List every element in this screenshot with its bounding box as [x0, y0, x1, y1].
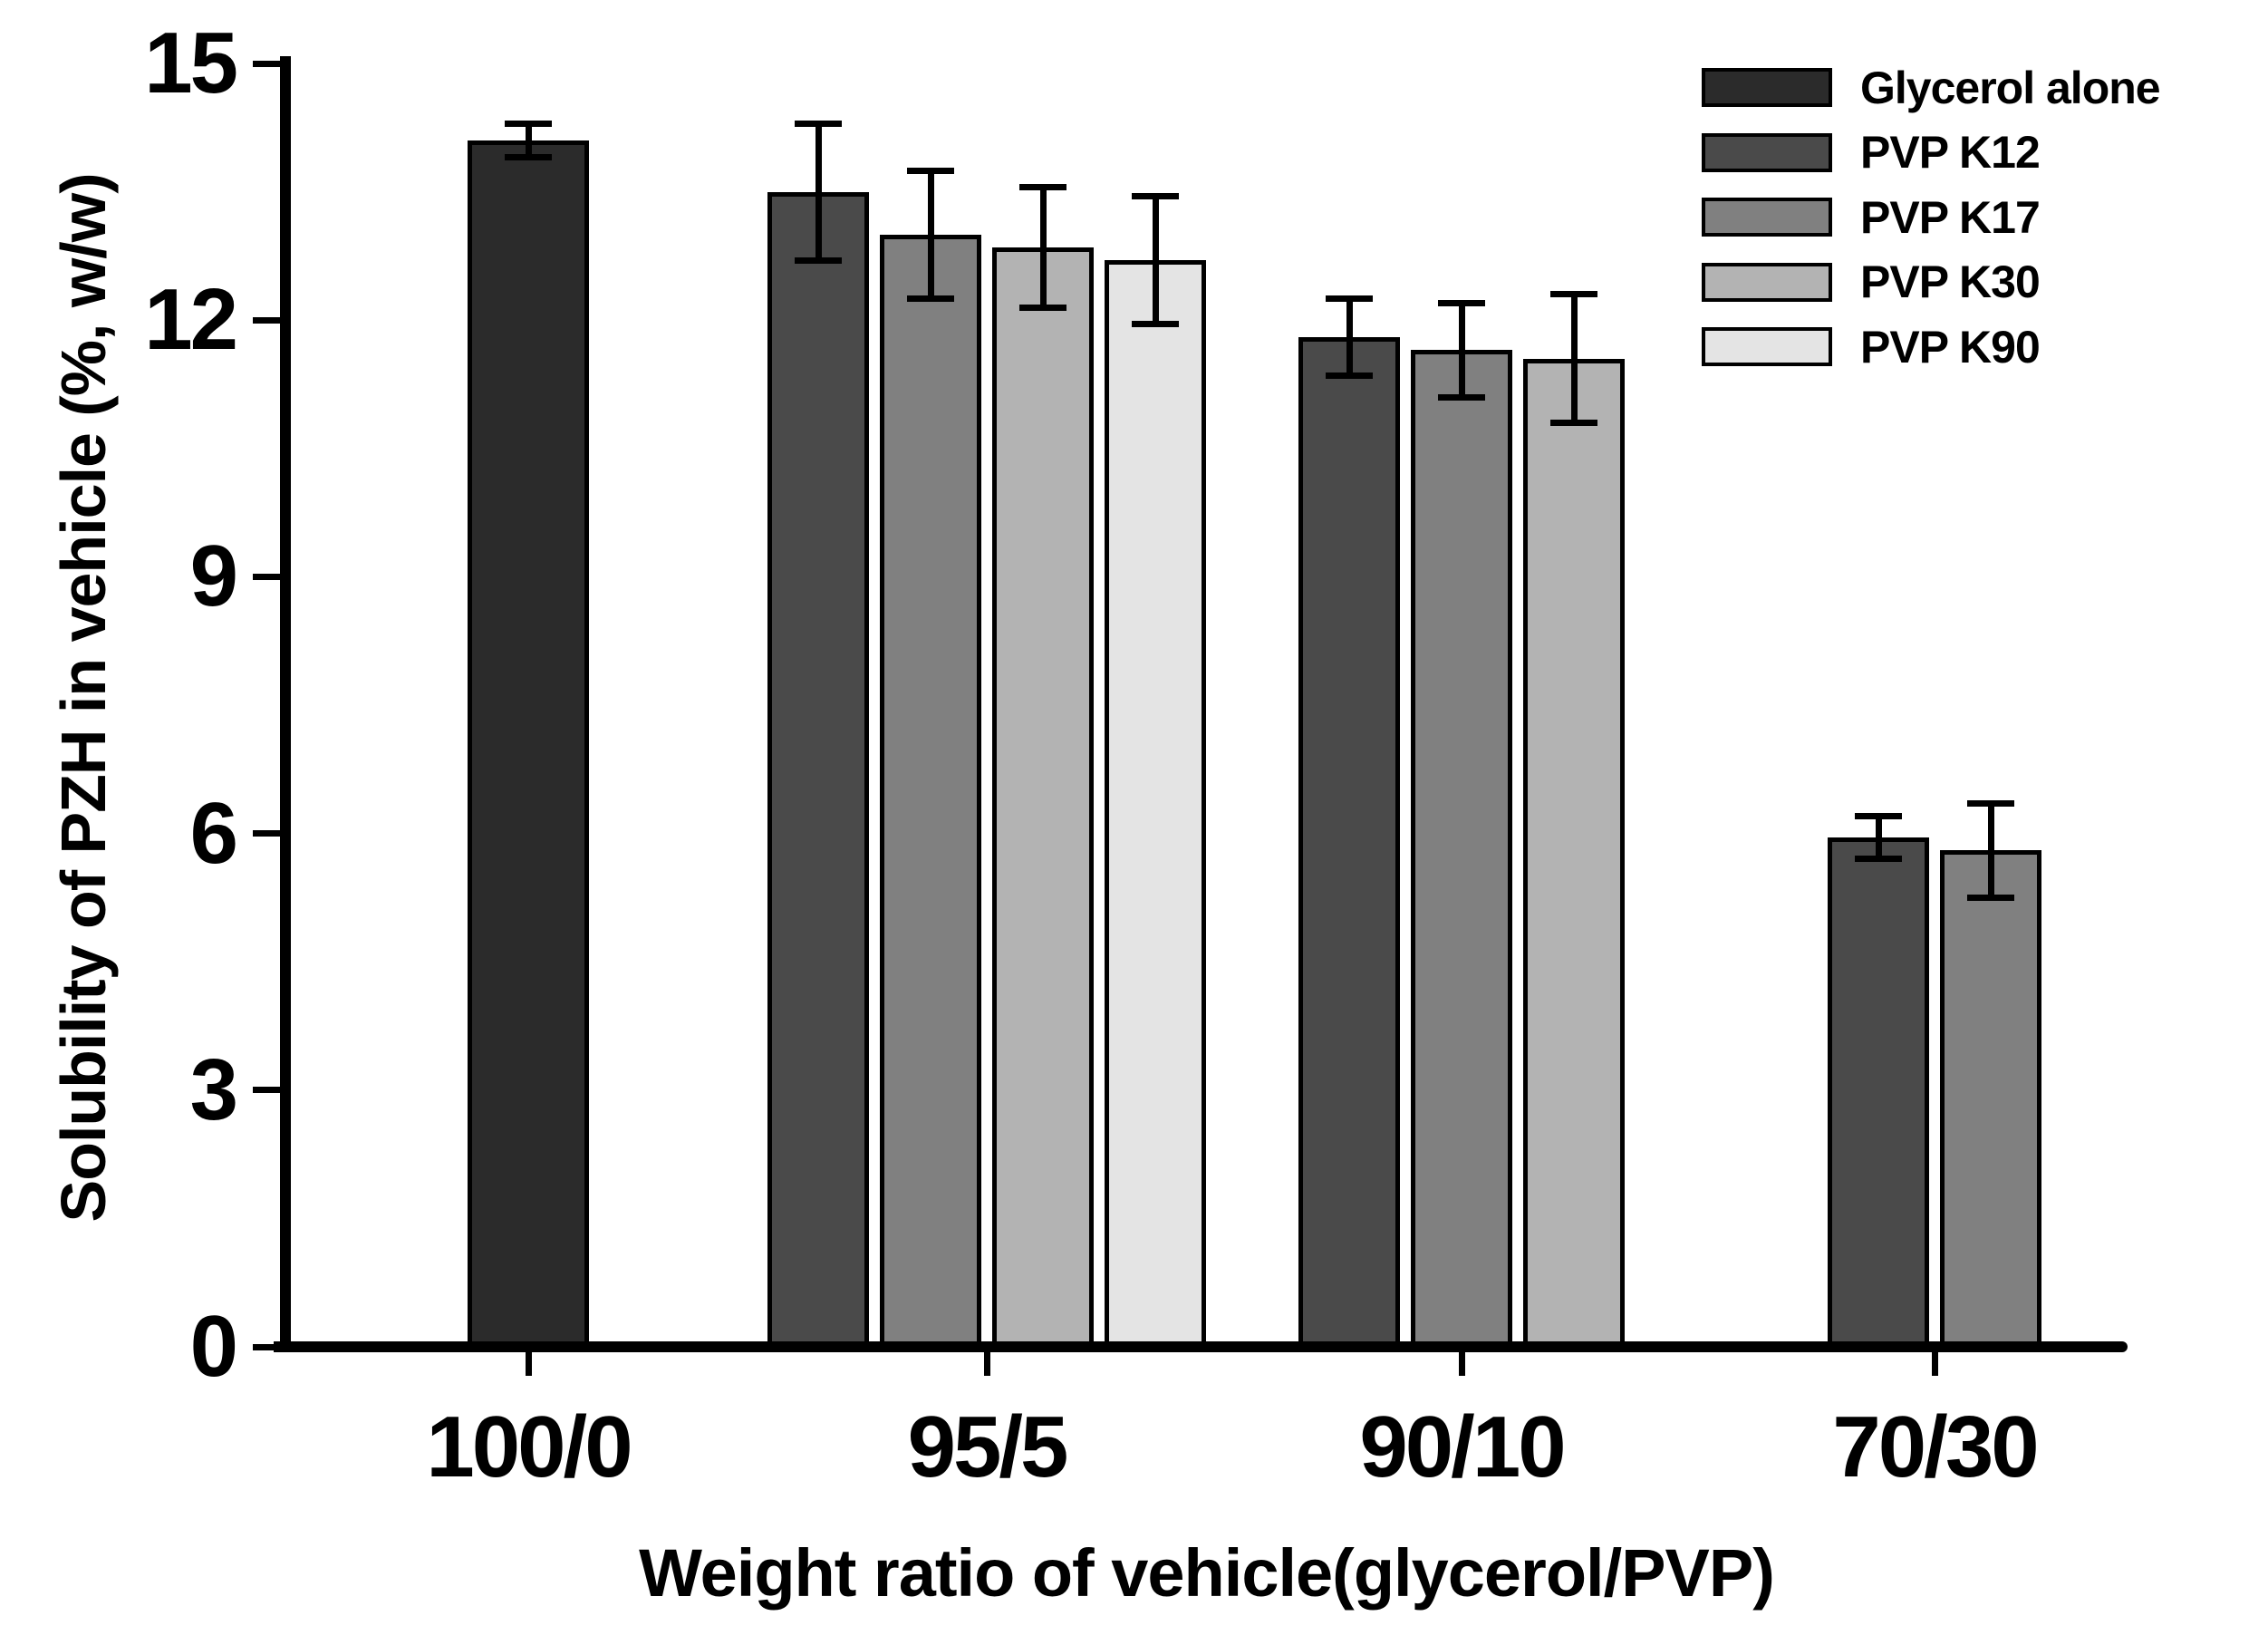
- error-bar-cap-top: [1438, 299, 1485, 306]
- error-bar-cap-bottom: [1019, 304, 1066, 311]
- error-bar-cap-bottom: [1132, 321, 1179, 328]
- bar-pvp-k12-90-10: [1298, 337, 1400, 1352]
- error-bar-cap-top: [1019, 184, 1066, 191]
- bar-pvp-k17-70-30: [1940, 850, 2041, 1352]
- bar-pvp-k12-95-5: [767, 191, 869, 1352]
- bar-pvp-k12-70-30: [1828, 837, 1929, 1352]
- y-axis: [280, 56, 291, 1352]
- bar-pvp-k30-95-5: [992, 247, 1094, 1352]
- y-axis-title: Solubility of PZH in vehicle (%, w/w): [48, 173, 119, 1223]
- y-tick-label: 15: [144, 15, 238, 111]
- legend-swatch-pvp-k90: [1702, 327, 1832, 366]
- error-bar-cap-top: [1550, 291, 1597, 298]
- legend-label-pvp-k17: PVP K17: [1860, 191, 2041, 243]
- error-bar-cap-bottom: [1855, 856, 1902, 863]
- y-tick-label: 12: [144, 271, 238, 369]
- y-tick-label: 6: [189, 784, 238, 882]
- legend-label-glycerol-alone: Glycerol alone: [1860, 62, 2161, 113]
- error-bar-line: [815, 123, 822, 261]
- y-tick-label: 9: [189, 527, 238, 625]
- error-bar-cap-top: [1855, 813, 1902, 820]
- error-bar-cap-bottom: [907, 295, 954, 303]
- legend-swatch-pvp-k30: [1702, 262, 1832, 302]
- y-tick: [253, 1343, 280, 1350]
- error-bar-cap-top: [907, 167, 954, 174]
- y-tick: [253, 316, 280, 324]
- y-tick-label: 0: [189, 1298, 238, 1395]
- bar-pvp-k17-90-10: [1411, 350, 1512, 1352]
- error-bar-cap-bottom: [1438, 393, 1485, 401]
- error-bar-cap-top: [1967, 800, 2014, 808]
- error-bar-line: [1987, 803, 1994, 898]
- error-bar-cap-bottom: [1326, 373, 1373, 380]
- x-tick-label: 95/5: [907, 1398, 1069, 1495]
- bar-glycerol-alone-100-0: [468, 140, 589, 1352]
- x-tick: [525, 1352, 532, 1376]
- error-bar-line: [525, 123, 532, 158]
- y-tick: [253, 60, 280, 67]
- error-bar-cap-top: [1326, 295, 1373, 303]
- error-bar-line: [1039, 187, 1047, 308]
- x-axis: [274, 1341, 2128, 1352]
- legend-label-pvp-k30: PVP K30: [1860, 256, 2041, 307]
- y-tick: [253, 573, 280, 580]
- error-bar-line: [1570, 294, 1578, 423]
- x-tick: [983, 1352, 990, 1376]
- legend-label-pvp-k90: PVP K90: [1860, 321, 2041, 373]
- x-tick: [1458, 1352, 1465, 1376]
- bar-pvp-k17-95-5: [880, 234, 981, 1352]
- error-bar-line: [1152, 196, 1159, 324]
- error-bar-line: [1875, 816, 1882, 859]
- bar-pvp-k30-90-10: [1523, 358, 1625, 1352]
- error-bar-cap-top: [795, 120, 842, 127]
- x-axis-title: Weight ratio of vehicle(glycerol/PVP): [639, 1535, 1775, 1611]
- error-bar-line: [1458, 303, 1465, 398]
- y-tick: [253, 830, 280, 837]
- error-bar-line: [1346, 298, 1353, 376]
- error-bar-line: [927, 170, 934, 299]
- error-bar-cap-bottom: [1550, 419, 1597, 426]
- legend-label-pvp-k12: PVP K12: [1860, 127, 2041, 178]
- x-tick-label: 100/0: [426, 1398, 632, 1495]
- x-tick-label: 90/10: [1359, 1398, 1566, 1495]
- y-tick-label: 3: [189, 1040, 238, 1138]
- error-bar-cap-bottom: [795, 256, 842, 264]
- error-bar-cap-top: [505, 120, 552, 127]
- y-tick: [253, 1087, 280, 1094]
- error-bar-cap-bottom: [1967, 894, 2014, 901]
- legend-swatch-pvp-k17: [1702, 198, 1832, 237]
- error-bar-cap-bottom: [505, 154, 552, 161]
- bar-pvp-k90-95-5: [1105, 260, 1206, 1352]
- x-tick: [1931, 1352, 1938, 1376]
- x-tick-label: 70/30: [1832, 1398, 2039, 1495]
- error-bar-cap-top: [1132, 192, 1179, 199]
- legend-swatch-pvp-k12: [1702, 132, 1832, 172]
- legend-swatch-glycerol-alone: [1702, 68, 1832, 107]
